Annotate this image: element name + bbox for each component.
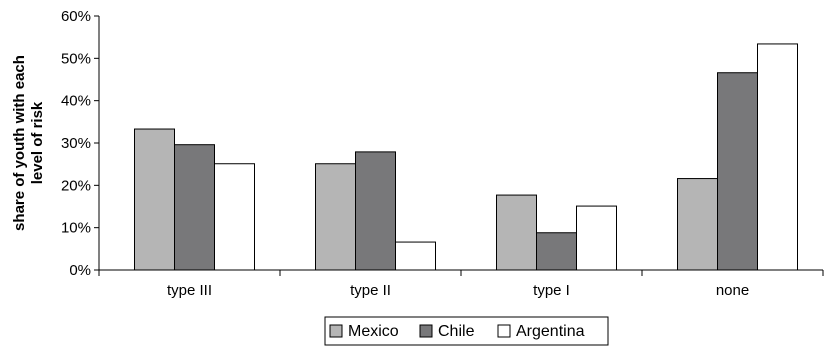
bar-mexico-type-ii [315,163,356,271]
bar-chile-none [717,72,758,271]
bar-chile-type-i [536,232,577,271]
y-axis-title-line: level of risk [29,101,46,184]
bar-argentina-none [757,43,798,271]
legend: Mexico Chile Argentina [324,316,609,346]
bar-argentina-type-iii [214,163,255,271]
y-axis-title-line: share of youth with each [11,55,28,231]
bar-chile-type-ii [355,151,396,271]
y-tick-label: 10% [61,220,91,237]
legend-swatch-chile [419,324,433,338]
y-tick-label: 50% [61,50,91,67]
bar-chile-type-iii [174,144,215,271]
y-tick-label: 0% [69,262,91,279]
bar-mexico-none [677,178,718,271]
legend-swatch-mexico [329,324,343,338]
x-tick-label: none [716,282,749,299]
y-axis-title: share of youth with each level of risk [11,55,46,231]
x-tick-label: type II [350,282,391,299]
bar-argentina-type-i [576,205,617,271]
legend-box [324,316,609,346]
y-axis: 0% 10% 20% 30% 40% 50% 60% [61,8,100,279]
legend-label-mexico: Mexico [348,323,399,340]
bar-mexico-type-i [496,194,537,271]
legend-label-chile: Chile [438,323,475,340]
x-tick-label: type III [167,282,212,299]
bars [134,43,798,271]
legend-label-argentina: Argentina [516,323,585,340]
y-tick-label: 60% [61,8,91,25]
x-tick-label: type I [533,282,570,299]
y-tick-label: 40% [61,93,91,110]
x-axis: type III type II type I none [98,269,824,299]
bar-mexico-type-iii [134,128,175,271]
legend-swatch-argentina [497,324,511,338]
y-tick-label: 20% [61,177,91,194]
bar-argentina-type-ii [395,241,436,271]
y-tick-label: 30% [61,135,91,152]
